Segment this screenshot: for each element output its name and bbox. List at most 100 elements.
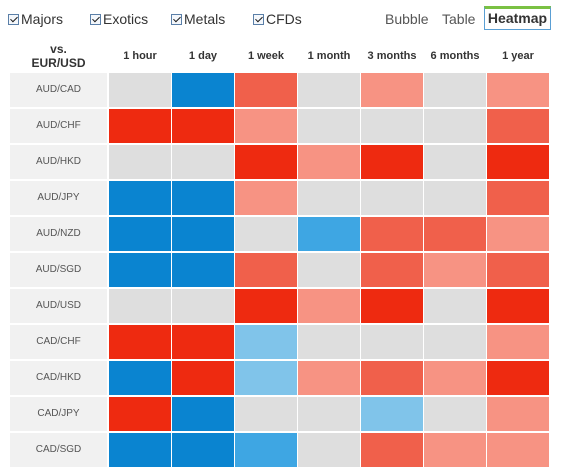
heatmap-cell[interactable] — [424, 73, 486, 107]
heatmap-cell[interactable] — [487, 181, 549, 215]
heatmap-cell[interactable] — [298, 73, 360, 107]
table-view-link[interactable]: Table — [442, 11, 476, 27]
pair-label[interactable]: AUD/CHF — [10, 109, 107, 143]
heatmap-cell[interactable] — [235, 325, 297, 359]
pair-label[interactable]: AUD/HKD — [10, 145, 107, 179]
heatmap-cell[interactable] — [424, 253, 486, 287]
heatmap-cell[interactable] — [109, 145, 171, 179]
heatmap-cell[interactable] — [361, 289, 423, 323]
pair-label[interactable]: CAD/SGD — [10, 433, 107, 467]
heatmap-cell[interactable] — [298, 289, 360, 323]
pair-label[interactable]: AUD/USD — [10, 289, 107, 323]
heatmap-cell[interactable] — [298, 217, 360, 251]
heatmap-cell[interactable] — [109, 253, 171, 287]
heatmap-cell[interactable] — [235, 109, 297, 143]
heatmap-cell[interactable] — [298, 361, 360, 395]
heatmap-cell[interactable] — [172, 109, 234, 143]
period-header-3-months[interactable]: 3 months — [367, 50, 417, 62]
heatmap-cell[interactable] — [298, 325, 360, 359]
heatmap-view-tab[interactable]: Heatmap — [484, 6, 551, 30]
heatmap-cell[interactable] — [424, 361, 486, 395]
filter-exotics[interactable]: Exotics — [90, 11, 148, 27]
heatmap-cell[interactable] — [361, 109, 423, 143]
heatmap-cell[interactable] — [109, 361, 171, 395]
period-header-6-months[interactable]: 6 months — [430, 50, 480, 62]
heatmap-cell[interactable] — [487, 361, 549, 395]
heatmap-cell[interactable] — [487, 433, 549, 467]
heatmap-cell[interactable] — [487, 73, 549, 107]
heatmap-cell[interactable] — [172, 217, 234, 251]
heatmap-cell[interactable] — [298, 145, 360, 179]
filter-majors[interactable]: Majors — [8, 11, 63, 27]
heatmap-cell[interactable] — [487, 145, 549, 179]
heatmap-cell[interactable] — [487, 109, 549, 143]
heatmap-cell[interactable] — [172, 145, 234, 179]
heatmap-cell[interactable] — [361, 397, 423, 431]
heatmap-cell[interactable] — [298, 109, 360, 143]
heatmap-cell[interactable] — [109, 217, 171, 251]
pair-label[interactable]: AUD/SGD — [10, 253, 107, 287]
heatmap-cell[interactable] — [172, 289, 234, 323]
heatmap-cell[interactable] — [487, 217, 549, 251]
heatmap-cell[interactable] — [487, 325, 549, 359]
heatmap-cell[interactable] — [487, 253, 549, 287]
heatmap-cell[interactable] — [361, 325, 423, 359]
heatmap-cell[interactable] — [298, 397, 360, 431]
heatmap-cell[interactable] — [361, 361, 423, 395]
heatmap-cell[interactable] — [298, 181, 360, 215]
pair-label[interactable]: AUD/NZD — [10, 217, 107, 251]
heatmap-cell[interactable] — [235, 289, 297, 323]
heatmap-cell[interactable] — [172, 253, 234, 287]
heatmap-cell[interactable] — [361, 73, 423, 107]
checkbox-metals[interactable] — [171, 13, 182, 25]
heatmap-cell[interactable] — [235, 145, 297, 179]
bubble-view-link[interactable]: Bubble — [385, 11, 429, 27]
heatmap-cell[interactable] — [361, 433, 423, 467]
filter-metals[interactable]: Metals — [171, 11, 225, 27]
heatmap-cell[interactable] — [487, 397, 549, 431]
pair-label[interactable]: AUD/JPY — [10, 181, 107, 215]
period-header-1-year[interactable]: 1 year — [502, 50, 534, 62]
heatmap-cell[interactable] — [424, 181, 486, 215]
heatmap-cell[interactable] — [424, 109, 486, 143]
heatmap-cell[interactable] — [235, 181, 297, 215]
heatmap-cell[interactable] — [235, 217, 297, 251]
heatmap-cell[interactable] — [172, 361, 234, 395]
heatmap-cell[interactable] — [235, 433, 297, 467]
heatmap-cell[interactable] — [424, 217, 486, 251]
heatmap-cell[interactable] — [424, 325, 486, 359]
period-header-1-day[interactable]: 1 day — [188, 50, 218, 62]
heatmap-cell[interactable] — [109, 433, 171, 467]
period-header-1-hour[interactable]: 1 hour — [123, 50, 157, 62]
heatmap-cell[interactable] — [361, 181, 423, 215]
heatmap-cell[interactable] — [361, 253, 423, 287]
heatmap-cell[interactable] — [172, 73, 234, 107]
pair-label[interactable]: AUD/CAD — [10, 73, 107, 107]
heatmap-cell[interactable] — [109, 289, 171, 323]
checkbox-cfds[interactable] — [253, 13, 264, 25]
heatmap-cell[interactable] — [172, 433, 234, 467]
pair-label[interactable]: CAD/HKD — [10, 361, 107, 395]
heatmap-cell[interactable] — [109, 325, 171, 359]
heatmap-cell[interactable] — [361, 217, 423, 251]
heatmap-cell[interactable] — [487, 289, 549, 323]
heatmap-cell[interactable] — [235, 253, 297, 287]
heatmap-cell[interactable] — [172, 397, 234, 431]
heatmap-cell[interactable] — [172, 325, 234, 359]
heatmap-cell[interactable] — [235, 361, 297, 395]
heatmap-cell[interactable] — [424, 433, 486, 467]
heatmap-cell[interactable] — [424, 289, 486, 323]
heatmap-cell[interactable] — [109, 109, 171, 143]
heatmap-cell[interactable] — [235, 73, 297, 107]
pair-label[interactable]: CAD/CHF — [10, 325, 107, 359]
checkbox-majors[interactable] — [8, 13, 19, 25]
period-header-1-week[interactable]: 1 week — [247, 50, 285, 62]
period-header-1-month[interactable]: 1 month — [307, 50, 351, 62]
pair-label[interactable]: CAD/JPY — [10, 397, 107, 431]
heatmap-cell[interactable] — [235, 397, 297, 431]
heatmap-cell[interactable] — [424, 397, 486, 431]
checkbox-exotics[interactable] — [90, 13, 101, 25]
heatmap-cell[interactable] — [109, 73, 171, 107]
heatmap-cell[interactable] — [109, 181, 171, 215]
heatmap-cell[interactable] — [298, 433, 360, 467]
